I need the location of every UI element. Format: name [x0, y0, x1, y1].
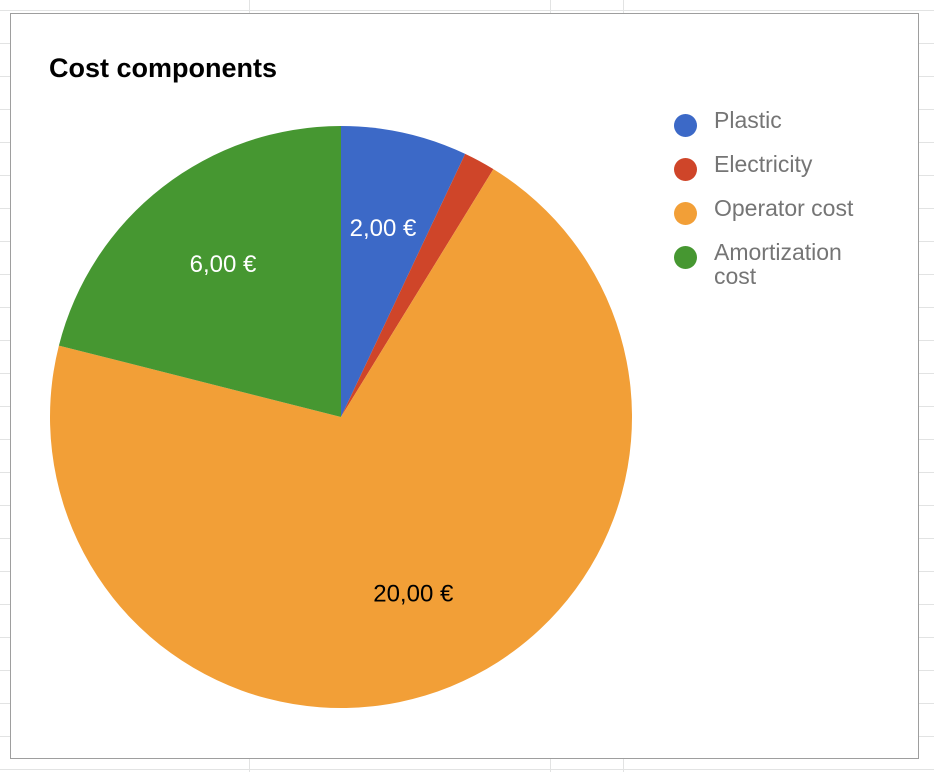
legend-marker-icon: [674, 114, 697, 137]
legend-marker-icon: [674, 246, 697, 269]
chart-title: Cost components: [49, 53, 278, 83]
pie-slice-operator-cost[interactable]: [50, 169, 633, 708]
legend-label: Plastic: [714, 107, 782, 133]
pie-slice-amortization-cost[interactable]: [58, 126, 342, 417]
data-label: 20,00 €: [373, 580, 454, 607]
legend-label: Amortization cost: [714, 239, 842, 289]
data-label: 6,00 €: [190, 251, 257, 278]
legend-marker-icon: [674, 158, 697, 181]
legend-marker-icon: [674, 202, 697, 225]
pie-slice-plastic[interactable]: [341, 126, 466, 417]
data-label: 2,00 €: [350, 215, 417, 242]
legend-label: Operator cost: [714, 195, 854, 221]
legend-label: Electricity: [714, 151, 813, 177]
pie-slice-electricity[interactable]: [341, 153, 494, 417]
